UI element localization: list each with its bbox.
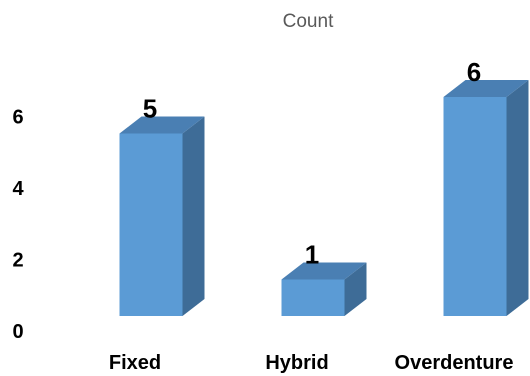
bar-front	[119, 133, 183, 316]
bar-side	[344, 262, 367, 316]
bar-side	[182, 116, 205, 316]
bar	[281, 262, 367, 316]
chart-title: Count	[283, 11, 334, 32]
y-tick-label: 0	[12, 321, 23, 343]
bar-top	[119, 116, 205, 134]
bar	[119, 116, 205, 316]
bar-front	[443, 97, 507, 316]
bar-top	[281, 262, 367, 280]
bar-top	[443, 80, 529, 97]
data-label: 5	[143, 94, 157, 124]
y-tick-label: 2	[12, 250, 23, 272]
x-axis: Fixed Hybrid Overdenture	[109, 352, 514, 374]
data-label: 6	[467, 57, 481, 87]
y-axis: 0 2 4 6	[12, 107, 24, 344]
bar-front	[281, 279, 345, 316]
data-label: 1	[305, 240, 319, 270]
bar	[443, 80, 529, 316]
bar-side	[506, 80, 529, 316]
y-tick-label: 4	[12, 178, 24, 200]
x-tick-label: Hybrid	[265, 352, 328, 374]
data-labels: 5 1 6	[143, 57, 481, 270]
y-tick-label: 6	[12, 107, 23, 129]
x-tick-label: Overdenture	[395, 352, 514, 374]
x-tick-label: Fixed	[109, 352, 161, 374]
bar-series	[119, 80, 529, 316]
